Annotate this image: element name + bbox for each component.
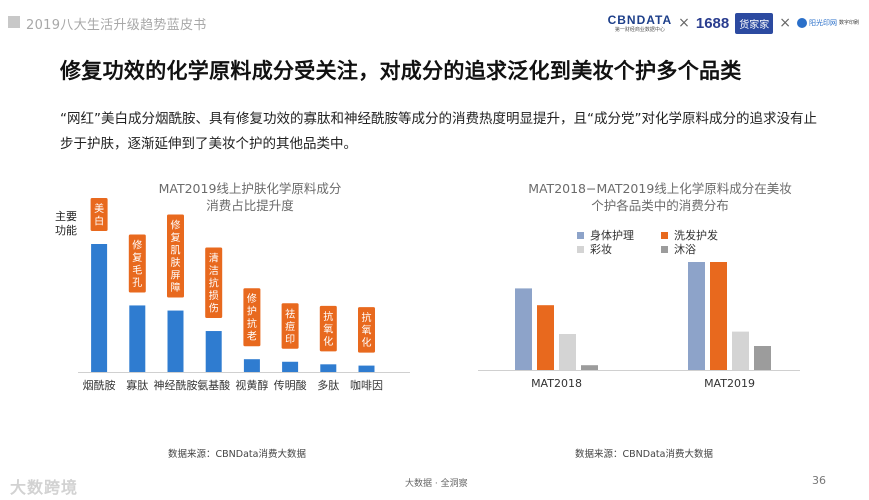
- function-tag-char: 清: [209, 252, 219, 265]
- function-tag-char: 孔: [132, 277, 142, 289]
- function-tag: [205, 247, 223, 319]
- partner-logos: CBNDATA 第一财经商业数据中心 × 1688 货家家 × 阳光印网 数字印…: [608, 12, 859, 34]
- header-mark: [8, 16, 20, 28]
- x-tick-label: 烟酰胺: [83, 378, 116, 392]
- bar: [129, 305, 146, 372]
- legend-item-body-care: 身体护理: [577, 227, 634, 243]
- function-tag-char: 洁: [209, 264, 219, 277]
- function-tag-char: 抗: [323, 310, 333, 323]
- function-tag-char: 复: [132, 251, 142, 264]
- times-sign: ×: [678, 15, 690, 31]
- bar: [559, 334, 576, 370]
- function-tag-char: 伤: [209, 302, 219, 315]
- right-chart-source: 数据来源：CBNData消费大数据: [575, 449, 713, 460]
- legend-item-makeup: 彩妆: [577, 241, 612, 257]
- x-tick-label: 寡肽: [126, 378, 148, 392]
- bar: [732, 331, 749, 370]
- function-tag-char: 祛: [285, 307, 295, 320]
- function-tag-char: 护: [247, 305, 257, 318]
- x-tick-label: 视黄醇: [235, 378, 268, 392]
- function-tag-char: 白: [94, 215, 104, 228]
- partner-logo-icon: [796, 18, 807, 28]
- function-tag-char: 美: [94, 202, 104, 215]
- function-tag-char: 毛: [132, 264, 142, 276]
- function-tag: [128, 234, 146, 293]
- bar: [205, 331, 222, 372]
- bar: [167, 310, 184, 372]
- function-tag-char: 抗: [209, 277, 219, 290]
- legend-item-hair-care: 洗发护发: [661, 227, 718, 243]
- right-chart-title: MAT2018−MAT2019线上化学原料成分在美妆 个护各品类中的消费分布: [528, 181, 792, 213]
- function-tag: [167, 214, 184, 298]
- function-tag-char: 印: [285, 333, 295, 345]
- function-tag-char: 化: [362, 336, 372, 349]
- function-tag: [90, 198, 108, 231]
- bar: [282, 361, 299, 372]
- function-tag-char: 肤: [171, 256, 181, 269]
- function-tag-char: 修: [171, 219, 181, 232]
- x-tick-label: 神经酰胺: [154, 378, 198, 392]
- x-tick-label: 传明酸: [274, 378, 307, 392]
- bar: [710, 262, 727, 370]
- x-tick-label: MAT2018: [531, 377, 582, 390]
- function-tag-char: 修: [132, 238, 142, 251]
- function-tag-char: 化: [323, 335, 333, 348]
- function-tag-char: 修: [247, 292, 257, 305]
- function-tag-char: 痘: [285, 320, 295, 333]
- function-tag-char: 损: [209, 289, 219, 302]
- left-chart-source: 数据来源：CBNData消费大数据: [168, 449, 306, 460]
- cbndata-logo: CBNDATA 第一财经商业数据中心: [607, 12, 673, 33]
- page-description: “网红”美白成分烟酰胺、具有修复功效的寡肽和神经酰胺等成分的消费热度明显提升，且…: [60, 111, 817, 152]
- bar: [358, 365, 375, 372]
- function-tag-char: 老: [247, 330, 257, 343]
- function-tag-char: 抗: [247, 317, 257, 330]
- function-tag-char: 复: [171, 231, 181, 244]
- legend-swatch: [577, 245, 584, 253]
- function-tag-char: 屏: [171, 270, 181, 282]
- bar: [243, 359, 260, 372]
- x-tick-label: 咖啡因: [350, 378, 383, 392]
- function-tag: [358, 307, 375, 353]
- page-title: 修复功效的化学原料成分受关注，对成分的追求泛化到美妆个护多个品类: [60, 59, 742, 83]
- bar: [581, 365, 598, 370]
- function-tag-char: 氧: [362, 324, 372, 337]
- bar: [91, 244, 108, 372]
- legend-item-bath: 沐浴: [661, 241, 696, 257]
- legend-swatch: [577, 231, 584, 239]
- footer-tagline: 大数据 · 全洞察: [405, 479, 468, 489]
- left-chart-title: MAT2019线上护肤化学原料成分 消费占比提升度: [158, 181, 342, 213]
- zhijiajia-logo: 货家家: [735, 12, 774, 34]
- function-tag-char: 氧: [323, 322, 333, 335]
- x-tick-label: 氨基酸: [197, 378, 230, 392]
- function-tag: [319, 305, 337, 352]
- function-axis-label: 主要 功能: [55, 210, 77, 237]
- partner-logo-last: 阳光印网 数字印刷: [796, 18, 859, 28]
- function-tag-char: 障: [171, 281, 181, 294]
- function-tag-char: 肌: [171, 245, 181, 257]
- legend-swatch: [661, 231, 668, 239]
- x-tick-label: 多肽: [317, 378, 339, 392]
- function-tag-char: 抗: [362, 311, 372, 324]
- bar: [754, 346, 771, 370]
- bar: [320, 364, 337, 372]
- bar: [515, 288, 532, 370]
- report-title: 2019八大生活升级趋势蓝皮书: [26, 18, 207, 33]
- legend-swatch: [661, 245, 668, 253]
- brand-watermark: 大数跨境: [10, 478, 79, 497]
- function-tag: [243, 288, 261, 347]
- page-number: 36: [812, 474, 826, 487]
- bar: [688, 262, 705, 370]
- times-sign-2: ×: [779, 15, 791, 31]
- function-tag: [281, 303, 299, 349]
- alibaba-1688-logo: 1688: [695, 14, 730, 32]
- bar: [537, 305, 554, 370]
- x-tick-label: MAT2019: [704, 377, 755, 390]
